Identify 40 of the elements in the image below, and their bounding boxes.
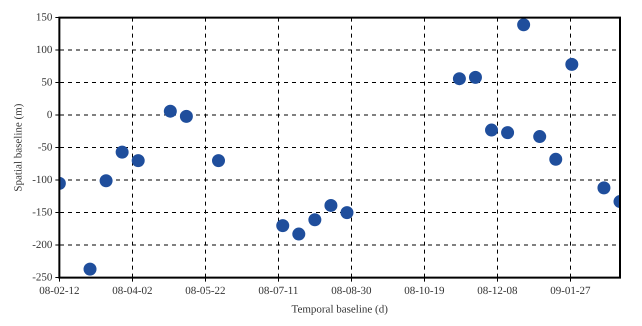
y-tick-label: -150 xyxy=(32,206,53,218)
y-tick-label: 0 xyxy=(46,108,53,121)
y-axis-title: Spatial baseline (m) xyxy=(12,103,24,192)
point xyxy=(324,198,338,212)
point xyxy=(485,124,498,137)
point xyxy=(533,130,546,144)
point xyxy=(308,213,322,226)
point xyxy=(452,72,466,86)
x-tick-label: 08-12-08 xyxy=(477,285,518,298)
point xyxy=(501,126,514,140)
y-tick-label: 150 xyxy=(36,11,53,24)
point xyxy=(340,206,354,220)
point xyxy=(132,154,145,168)
point xyxy=(597,181,610,194)
y-tick-label: -100 xyxy=(32,174,53,186)
point xyxy=(84,262,97,276)
point xyxy=(180,110,193,123)
point xyxy=(100,174,113,188)
x-axis-title: Temporal baseline (d) xyxy=(292,303,388,316)
y-tick-label: -50 xyxy=(38,141,53,154)
x-tick-label: 08-07-11 xyxy=(258,285,298,298)
x-tick-label: 08-05-22 xyxy=(185,285,226,298)
x-tick-label: 08-08-30 xyxy=(331,285,372,298)
point xyxy=(212,154,225,168)
point xyxy=(549,152,562,166)
point xyxy=(292,228,306,241)
x-tick-label: 08-02-12 xyxy=(39,285,80,298)
y-tick-label: -250 xyxy=(32,271,53,284)
x-tick-label: 09-01-27 xyxy=(550,285,592,298)
y-tick-label: 50 xyxy=(41,76,53,88)
point xyxy=(276,219,290,232)
x-tick-label: 08-10-19 xyxy=(404,285,446,298)
point xyxy=(116,146,129,159)
y-tick-label: -200 xyxy=(32,238,53,251)
point xyxy=(517,18,530,32)
point xyxy=(468,70,482,84)
y-tick-label: 100 xyxy=(36,44,53,56)
x-tick-label: 08-04-02 xyxy=(112,285,153,298)
point xyxy=(164,104,177,118)
point xyxy=(565,58,578,71)
